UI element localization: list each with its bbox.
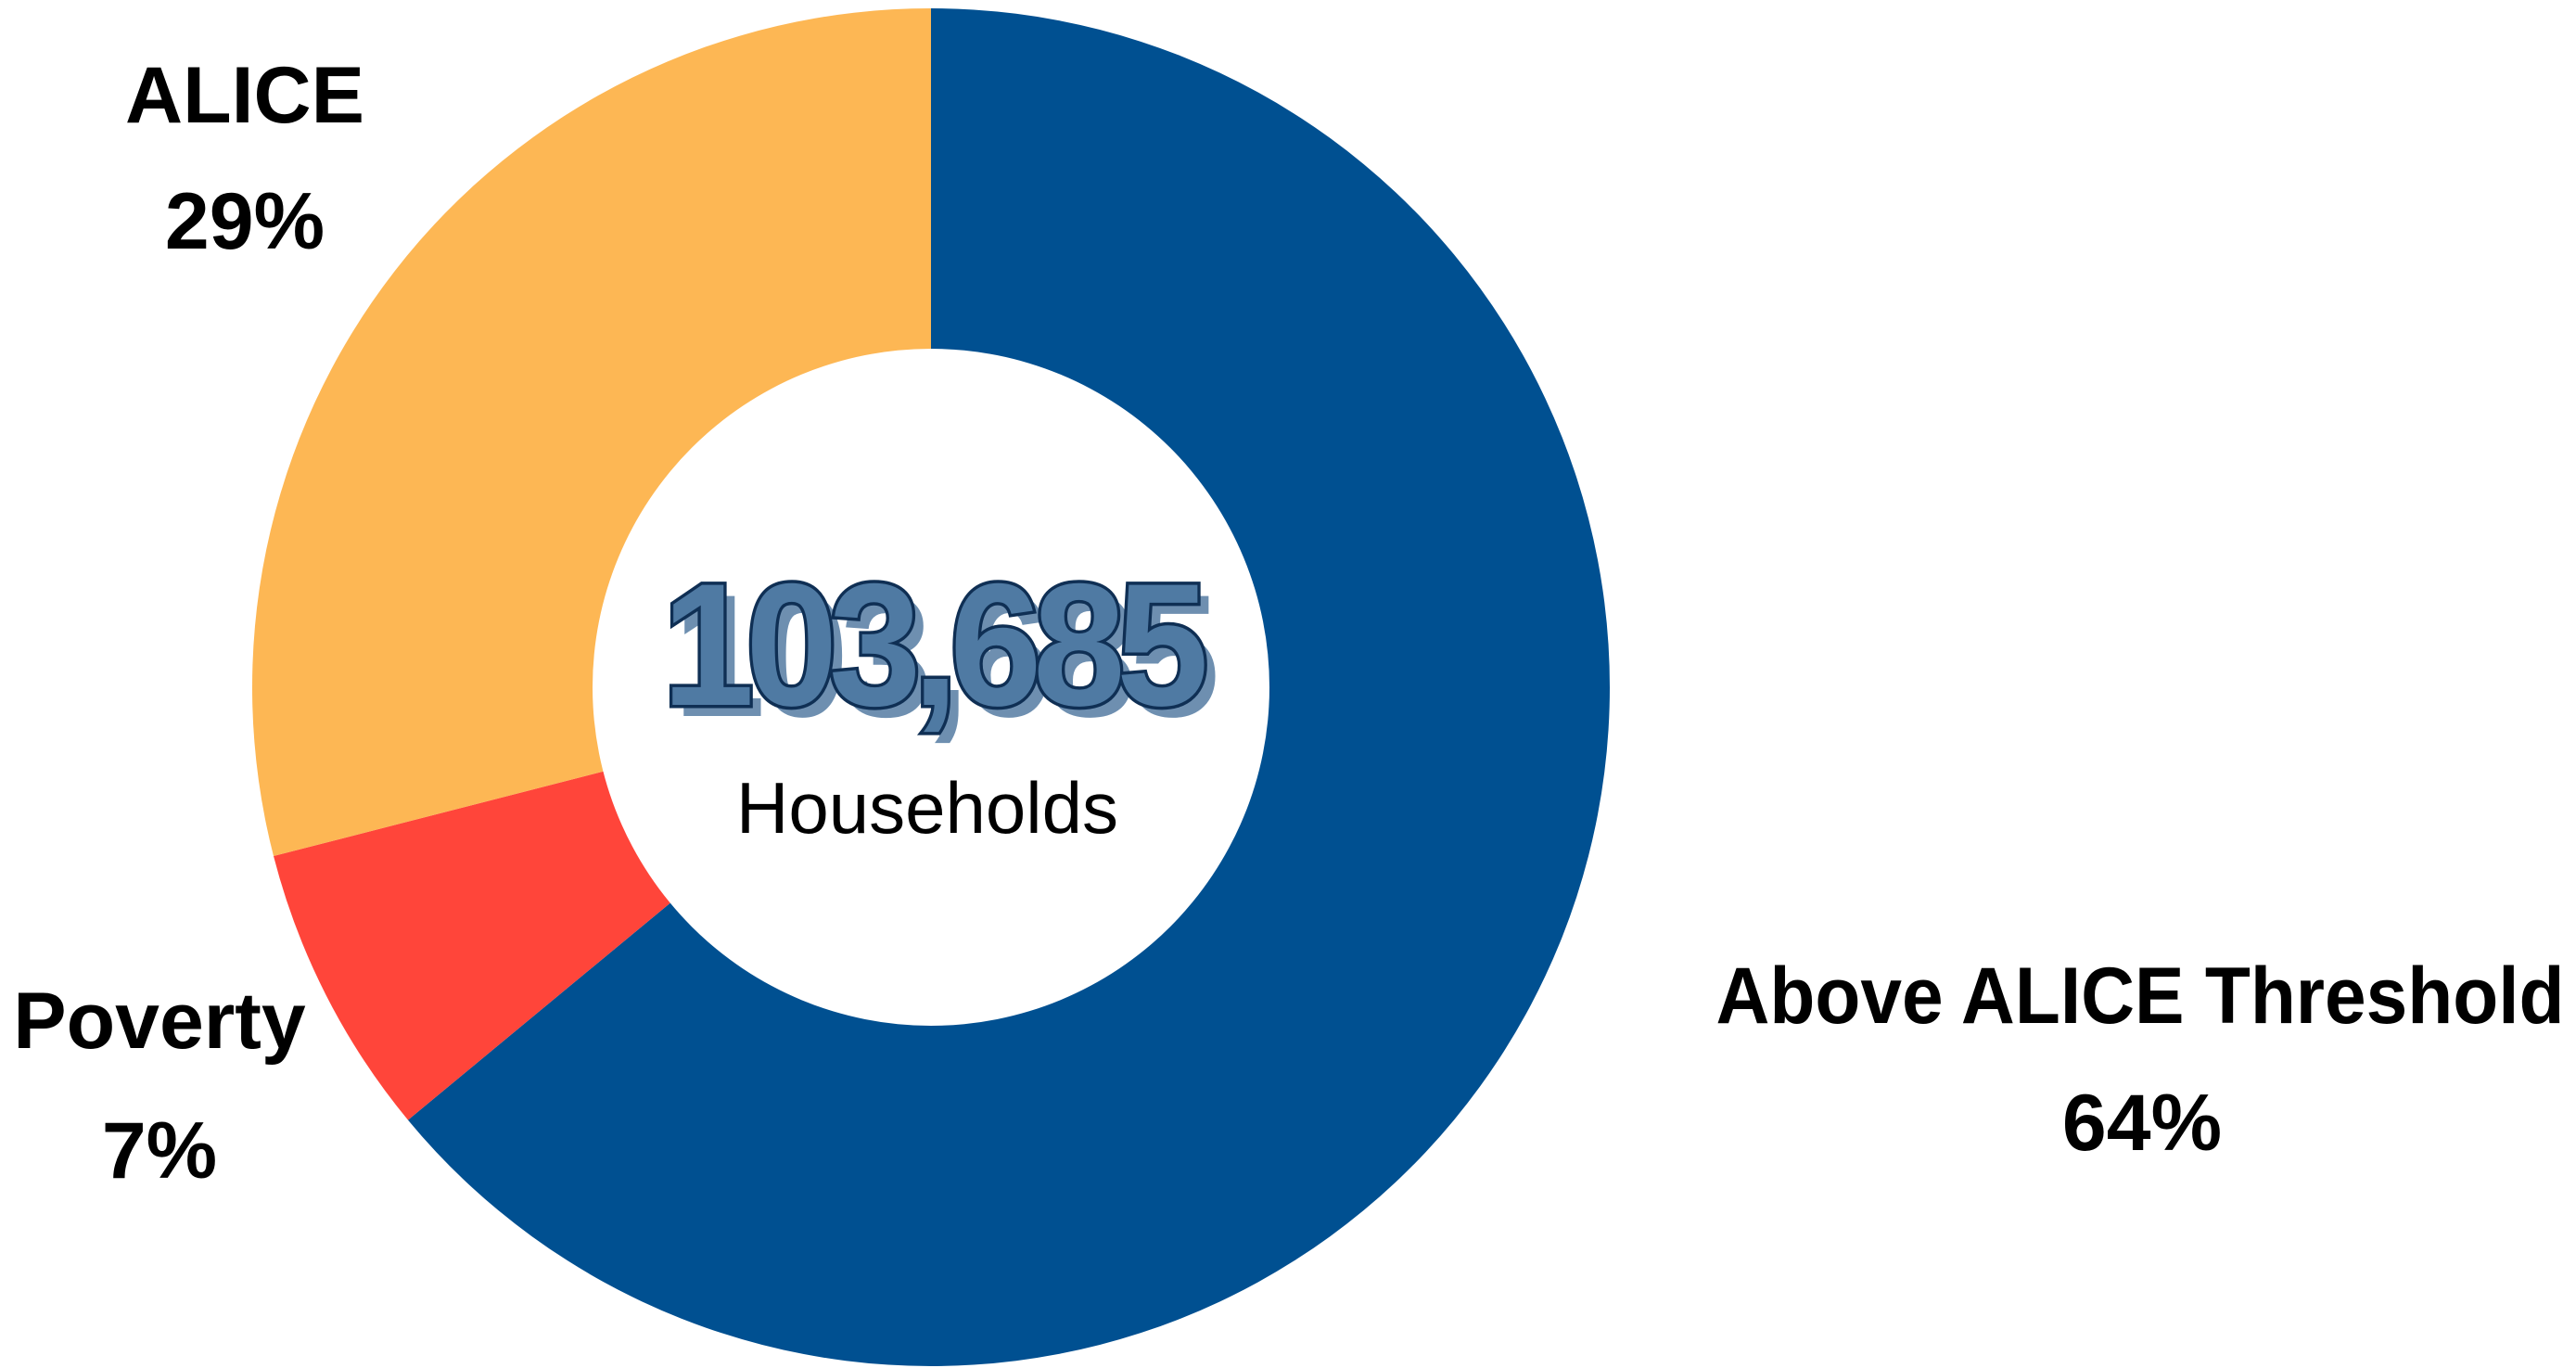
slice-label-value: 29% <box>165 177 325 266</box>
label-alice: ALICE 29% <box>125 51 364 266</box>
label-poverty: Poverty 7% <box>13 977 306 1195</box>
donut-hole <box>593 349 1269 1026</box>
center-total-group: 103,685 103,685 Households <box>659 544 1226 850</box>
center-total-shadow: 103,685 <box>673 558 1216 753</box>
slice-label-value: 64% <box>2062 1079 2222 1168</box>
slice-label-value: 7% <box>102 1106 217 1195</box>
slice-label-name: ALICE <box>125 51 364 140</box>
slice-label-name: Poverty <box>13 977 306 1066</box>
center-unit-label: Households <box>736 767 1118 849</box>
center-total: 103,685 <box>662 547 1205 742</box>
label-above-alice-threshold: Above ALICE Threshold 64% <box>1716 952 2565 1168</box>
slice-label-name: Above ALICE Threshold <box>1716 952 2565 1041</box>
